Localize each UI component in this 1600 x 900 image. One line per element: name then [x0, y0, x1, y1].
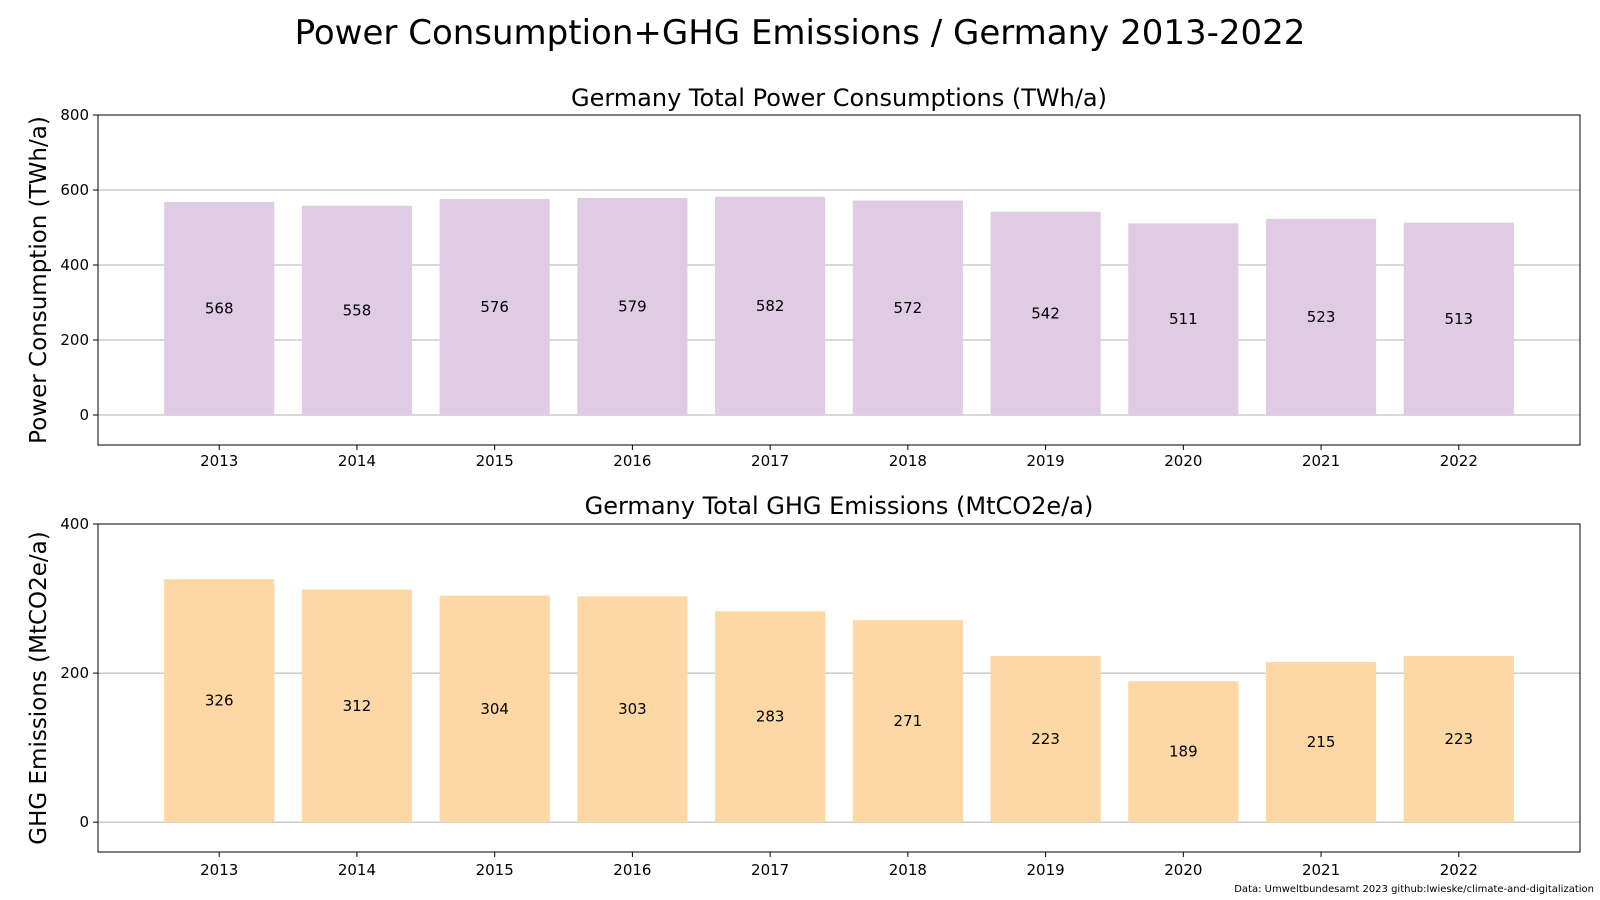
x-tick-label: 2016: [613, 861, 651, 879]
bar-value-label: 223: [1031, 730, 1060, 748]
bar: [852, 200, 963, 415]
x-tick-label: 2018: [889, 452, 927, 470]
x-tick-label: 2016: [613, 452, 651, 470]
bar-value-label: 542: [1031, 304, 1060, 322]
bar: [1265, 218, 1377, 415]
bar-value-label: 189: [1169, 743, 1198, 761]
x-tick-label: 2021: [1302, 861, 1340, 879]
bar: [301, 205, 413, 415]
bar-value-label: 223: [1444, 730, 1473, 748]
y-tick-label: 800: [60, 106, 89, 124]
bar-value-label: 326: [205, 692, 234, 710]
x-tick-label: 2022: [1440, 861, 1478, 879]
chart-panel-2: 326 312 304 303 283 271 223 189 215 223 0 200 400 201…: [26, 492, 1581, 879]
bar-value-label: 523: [1307, 308, 1336, 326]
bar: [1265, 661, 1377, 823]
y-tick-label: 400: [60, 515, 89, 533]
bar-value-label: 283: [756, 708, 785, 726]
bar-value-label: 304: [480, 700, 509, 718]
bar-value-label: 558: [343, 301, 372, 319]
x-tick-label: 2014: [338, 861, 376, 879]
data-source-footer: Data: Umweltbundesamt 2023 github:lwiesk…: [1234, 884, 1594, 895]
x-tick-label: 2019: [1027, 861, 1065, 879]
bar: [439, 199, 550, 415]
plot-frame: [97, 523, 1581, 853]
y-tick-label: 0: [79, 813, 89, 831]
x-tick-label: 2013: [200, 452, 238, 470]
bar: [1403, 222, 1514, 415]
y-tick-label: 600: [60, 181, 89, 199]
bar: [164, 202, 275, 415]
bar: [301, 589, 413, 823]
x-tick-label: 2019: [1027, 452, 1065, 470]
bar: [715, 196, 826, 415]
y-tick-label: 200: [60, 664, 89, 682]
bar: [990, 211, 1101, 415]
chart-title: Germany Total Power Consumptions (TWh/a): [571, 84, 1107, 112]
x-tick-label: 2015: [476, 861, 514, 879]
y-tick-label: 400: [60, 256, 89, 274]
x-tick-label: 2020: [1164, 861, 1202, 879]
bar-value-label: 303: [618, 700, 647, 718]
bar-value-label: 579: [618, 297, 647, 315]
y-tick-label: 200: [60, 331, 89, 349]
x-tick-label: 2017: [751, 452, 789, 470]
x-tick-label: 2014: [338, 452, 376, 470]
bar-value-label: 215: [1307, 733, 1336, 751]
chart-panels: 568 558 576 579 582 572 542 511 523 513 0 200 400 600…: [26, 84, 1581, 879]
chart-panel-1: 568 558 576 579 582 572 542 511 523 513 0 200 400 600…: [26, 84, 1581, 470]
x-tick-label: 2015: [476, 452, 514, 470]
bar: [164, 579, 275, 823]
bar: [577, 197, 688, 415]
y-axis-label: Power Consumption (TWh/a): [26, 116, 52, 444]
bar-value-label: 568: [205, 300, 234, 318]
bar: [1128, 681, 1239, 823]
figure-title: Power Consumption+GHG Emissions / German…: [295, 13, 1306, 53]
x-tick-label: 2018: [889, 861, 927, 879]
x-tick-label: 2017: [751, 861, 789, 879]
bar: [1128, 223, 1239, 415]
bar: [715, 611, 826, 823]
bar-value-label: 576: [480, 298, 509, 316]
chart-title: Germany Total GHG Emissions (MtCO2e/a): [585, 492, 1094, 520]
x-tick-label: 2013: [200, 861, 238, 879]
bar: [1403, 655, 1514, 823]
y-axis-label: GHG Emissions (MtCO2e/a): [26, 531, 52, 844]
bar-value-label: 513: [1444, 310, 1473, 328]
bar-value-label: 582: [756, 297, 785, 315]
bar-value-label: 572: [894, 299, 923, 317]
bar-value-label: 312: [343, 697, 372, 715]
bar: [577, 596, 688, 823]
bar: [852, 620, 963, 823]
x-tick-label: 2020: [1164, 452, 1202, 470]
plot-frame: [97, 114, 1581, 446]
bar-value-label: 511: [1169, 310, 1198, 328]
bar: [439, 595, 550, 823]
y-tick-label: 0: [79, 406, 89, 424]
bar: [990, 655, 1101, 823]
bar-value-label: 271: [894, 712, 923, 730]
x-tick-label: 2021: [1302, 452, 1340, 470]
x-tick-label: 2022: [1440, 452, 1478, 470]
